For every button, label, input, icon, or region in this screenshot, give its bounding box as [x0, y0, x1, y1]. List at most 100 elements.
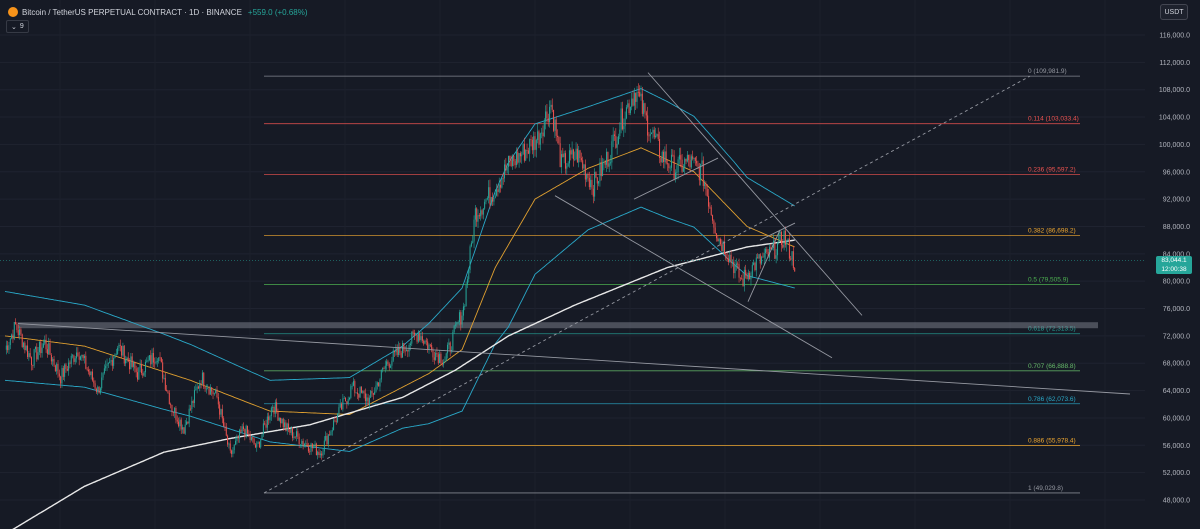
- candle-body: [293, 436, 295, 438]
- candle-body: [38, 341, 40, 353]
- candle-body: [54, 365, 56, 372]
- candle-body: [550, 104, 552, 107]
- candle-body: [115, 353, 117, 355]
- candle-body: [489, 187, 491, 205]
- indicators-toggle[interactable]: ⌄ 9: [6, 20, 29, 33]
- candle-body: [535, 140, 537, 150]
- indicator-count: 9: [19, 23, 24, 30]
- candle-body: [330, 431, 332, 436]
- candle-body: [29, 353, 31, 358]
- candle-body: [256, 443, 258, 448]
- fibonacci-retracement[interactable]: 0 (109,981.9) 0.114 (103,033.4) 0.236 (95,…: [264, 68, 1080, 494]
- candle-body: [175, 408, 177, 420]
- candle-body: [121, 345, 123, 356]
- candle-body: [639, 92, 641, 97]
- candle-body: [180, 419, 182, 430]
- candle-body: [549, 106, 551, 123]
- candle-body: [87, 369, 89, 372]
- candle-body: [264, 423, 266, 425]
- candle-body: [665, 151, 667, 164]
- candle-body: [712, 215, 714, 221]
- candlesticks: [5, 83, 796, 460]
- candle-body: [458, 312, 460, 322]
- candle-body: [192, 400, 194, 404]
- bollinger-upper-band: [4, 88, 795, 381]
- candle-body: [473, 219, 475, 242]
- candle-body: [155, 361, 157, 364]
- candle-body: [754, 262, 756, 271]
- candle-body: [735, 263, 737, 266]
- candle-body: [460, 312, 462, 325]
- candle-body: [236, 436, 238, 441]
- candle-body: [122, 345, 124, 356]
- candle-body: [53, 359, 55, 366]
- candle-body: [527, 150, 529, 154]
- wedge-upper-trendline: [647, 72, 863, 316]
- candle-body: [297, 431, 299, 437]
- candle-body: [289, 428, 291, 433]
- candle-body: [396, 348, 398, 355]
- candle-body: [693, 157, 695, 159]
- candle-body: [629, 106, 631, 114]
- y-tick-label: 84,000.0: [1163, 251, 1190, 258]
- candle-body: [130, 356, 132, 370]
- candle-body: [211, 387, 213, 392]
- candle-body: [488, 187, 490, 198]
- candle-body: [305, 443, 307, 445]
- candle-body: [635, 92, 637, 102]
- candle-body: [641, 93, 643, 114]
- candle-body: [611, 141, 613, 163]
- candle-body: [394, 350, 396, 353]
- candle-body: [676, 171, 678, 173]
- currency-button[interactable]: USDT: [1160, 4, 1188, 20]
- y-tick-label: 60,000.0: [1163, 415, 1190, 422]
- candle-body: [668, 163, 670, 168]
- fib-level-label: 0.886 (55,978.4): [1028, 437, 1076, 444]
- candle-body: [383, 368, 385, 369]
- candle-body: [309, 451, 311, 453]
- candle-body: [163, 377, 165, 379]
- candle-body: [201, 372, 203, 384]
- candle-body: [766, 249, 768, 252]
- candle-body: [595, 172, 597, 178]
- candle-body: [482, 208, 484, 215]
- candle-body: [653, 129, 655, 138]
- candle-body: [200, 383, 202, 384]
- candle-body: [402, 343, 403, 358]
- candle-body: [443, 361, 445, 365]
- candle-body: [657, 134, 659, 140]
- candle-body: [237, 436, 239, 439]
- candle-body: [452, 331, 454, 350]
- y-tick-label: 72,000.0: [1163, 333, 1190, 340]
- candle-body: [80, 356, 82, 360]
- candle-body: [72, 355, 74, 357]
- candle-body: [713, 220, 715, 228]
- candle-body: [109, 361, 111, 363]
- candle-body: [447, 344, 449, 354]
- candle-body: [285, 422, 287, 431]
- candle-body: [481, 210, 483, 215]
- candle-body: [114, 354, 116, 358]
- symbol-title[interactable]: Bitcoin / TetherUS PERPETUAL CONTRACT · …: [22, 7, 242, 17]
- candle-body: [490, 197, 492, 205]
- candle-body: [726, 258, 728, 260]
- candle-body: [143, 372, 145, 376]
- trendline-drawings[interactable]: [0, 72, 1145, 494]
- candle-body: [40, 341, 42, 354]
- candle-body: [209, 387, 211, 395]
- candle-body: [249, 434, 251, 440]
- candle-body: [765, 249, 767, 254]
- candle-body: [424, 340, 426, 344]
- candle-body: [493, 197, 495, 202]
- candle-body: [131, 356, 133, 367]
- candle-body: [497, 189, 499, 192]
- support-zone[interactable]: [18, 322, 1098, 329]
- y-tick-label: 96,000.0: [1163, 169, 1190, 176]
- candle-body: [476, 208, 478, 222]
- candle-body: [716, 233, 718, 239]
- candle-body: [558, 137, 560, 144]
- candle-body: [563, 153, 565, 158]
- y-tick-label: 92,000.0: [1163, 197, 1190, 204]
- candle-body: [599, 162, 601, 182]
